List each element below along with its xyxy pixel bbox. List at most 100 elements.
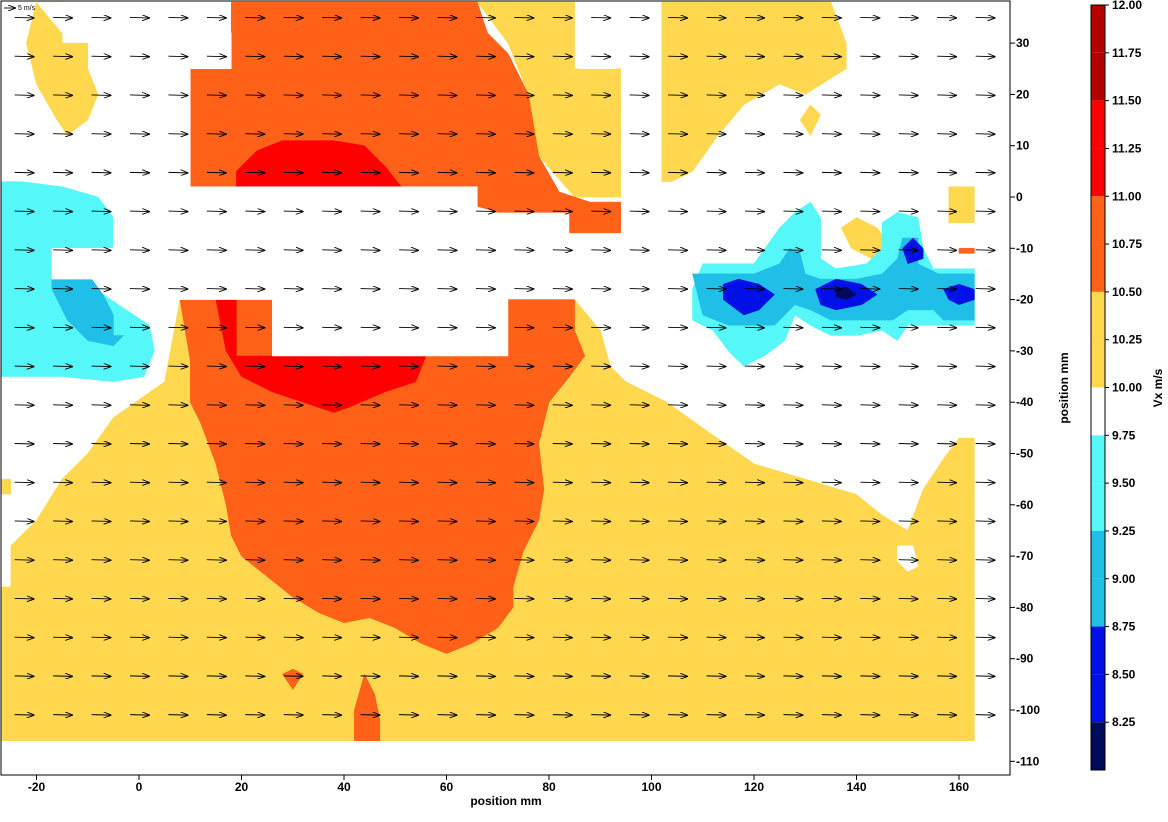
- velocity-vector: [744, 598, 764, 599]
- velocity-vector: [14, 366, 34, 367]
- velocity-vector: [514, 715, 533, 716]
- velocity-vector: [360, 482, 380, 483]
- velocity-vector: [937, 289, 956, 290]
- velocity-vector: [668, 327, 687, 328]
- velocity-vector: [129, 134, 149, 135]
- y-tick-label: -90: [1016, 652, 1034, 666]
- colorbar-tick-label: 10.50: [1112, 285, 1142, 299]
- velocity-vector: [14, 134, 34, 135]
- colorbar-band: [1091, 244, 1105, 292]
- velocity-vector: [668, 56, 687, 57]
- velocity-vector: [245, 327, 264, 328]
- masked-region: [113, 227, 509, 357]
- velocity-vector: [744, 134, 764, 135]
- velocity-vector: [283, 482, 303, 483]
- velocity-vector: [975, 482, 995, 483]
- velocity-vector: [706, 95, 726, 96]
- colorbar-title: Vx m/s: [1151, 368, 1165, 407]
- velocity-vector: [206, 211, 226, 212]
- y-tick-label: -60: [1016, 498, 1034, 512]
- velocity-vector: [283, 250, 303, 251]
- colorbar-band: [1091, 100, 1105, 149]
- velocity-vector: [53, 327, 72, 328]
- y-tick-label: 0: [1016, 190, 1023, 204]
- y-tick-label: -50: [1016, 447, 1034, 461]
- velocity-vector: [591, 134, 610, 135]
- velocity-vector: [14, 56, 34, 57]
- velocity-vector: [591, 327, 610, 328]
- x-tick-label: 40: [337, 780, 351, 794]
- velocity-vector: [514, 56, 533, 57]
- velocity-vector: [744, 637, 764, 638]
- velocity-vector: [437, 289, 457, 290]
- velocity-vector: [437, 95, 457, 96]
- x-axis-title: position mm: [470, 794, 541, 808]
- velocity-vector: [206, 17, 226, 18]
- velocity-vector: [860, 211, 879, 212]
- velocity-vector: [14, 637, 34, 638]
- velocity-vector: [129, 521, 149, 522]
- velocity-vector: [744, 17, 764, 18]
- masked-region: [1, 494, 12, 536]
- velocity-vector: [860, 405, 879, 406]
- velocity-vector: [91, 56, 111, 57]
- velocity-vector: [860, 521, 879, 522]
- x-tick-label: 20: [235, 780, 249, 794]
- velocity-vector: [206, 134, 226, 135]
- velocity-vector: [860, 289, 879, 290]
- velocity-vector: [437, 172, 457, 173]
- velocity-vector: [91, 327, 111, 328]
- velocity-vector: [399, 289, 418, 290]
- velocity-vector: [245, 405, 264, 406]
- colorbar-tick-label: 8.75: [1112, 620, 1136, 634]
- velocity-vector: [14, 443, 34, 444]
- velocity-vector: [245, 95, 264, 96]
- velocity-vector: [937, 327, 956, 328]
- colorbar-band: [1091, 483, 1105, 531]
- velocity-vector: [552, 521, 572, 522]
- velocity-vector: [629, 17, 649, 18]
- velocity-vector: [399, 211, 418, 212]
- velocity-vector: [898, 211, 918, 212]
- colorbar-band: [1091, 626, 1105, 675]
- velocity-vector: [1014, 482, 1033, 483]
- velocity-vector: [283, 327, 303, 328]
- velocity-vector: [975, 443, 995, 444]
- velocity-vector: [360, 560, 380, 561]
- y-tick-label: 10: [1016, 139, 1030, 153]
- velocity-vector: [475, 560, 495, 561]
- velocity-vector: [860, 366, 879, 367]
- velocity-vector: [91, 443, 111, 444]
- y-axis-title: position mm: [1057, 352, 1071, 423]
- velocity-vector: [1014, 443, 1033, 444]
- velocity-vector: [860, 443, 879, 444]
- velocity-vector: [591, 715, 610, 716]
- velocity-vector: [668, 598, 687, 599]
- velocity-vector: [552, 56, 572, 57]
- colorbar-tick-label: 10.75: [1112, 237, 1142, 251]
- colorbar-tick-label: 10.00: [1112, 381, 1142, 395]
- velocity-vector: [514, 366, 533, 367]
- velocity-vector: [552, 443, 572, 444]
- velocity-vector: [821, 366, 841, 367]
- velocity-vector: [514, 250, 533, 251]
- velocity-vector: [399, 676, 418, 677]
- y-tick-label: -70: [1016, 549, 1034, 563]
- velocity-vector: [783, 482, 802, 483]
- velocity-vector: [552, 366, 572, 367]
- velocity-vector: [399, 17, 418, 18]
- velocity-vector: [14, 211, 34, 212]
- velocity-vector: [898, 327, 918, 328]
- velocity-vector: [975, 405, 995, 406]
- velocity-vector: [91, 366, 111, 367]
- velocity-vector: [245, 289, 264, 290]
- colorbar-band: [1091, 339, 1105, 388]
- velocity-vector: [168, 405, 187, 406]
- velocity-vector: [14, 560, 34, 561]
- velocity-vector: [706, 676, 726, 677]
- velocity-vector: [53, 598, 72, 599]
- velocity-vector: [129, 95, 149, 96]
- velocity-vector: [283, 443, 303, 444]
- velocity-vector: [706, 598, 726, 599]
- velocity-vector: [168, 637, 187, 638]
